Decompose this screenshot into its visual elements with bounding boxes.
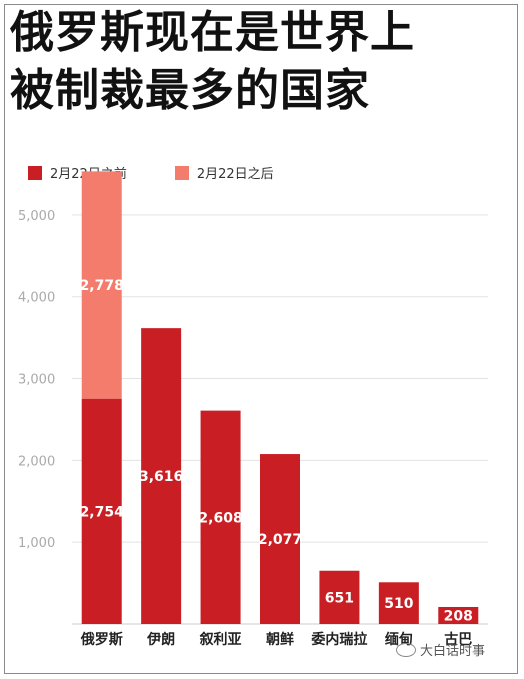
legend-swatch-before [28, 165, 42, 180]
y-tick-label: 5,000 [18, 209, 55, 224]
chart-frame [4, 4, 518, 674]
y-tick-label: 4,000 [18, 291, 55, 306]
chart-title: 俄罗斯现在是世界上 被制裁最多的国家 [10, 4, 415, 120]
bar [260, 454, 300, 624]
data-label: 510 [384, 596, 413, 612]
data-label: 2,754 [80, 504, 125, 520]
x-tick-label: 伊朗 [146, 631, 175, 648]
bar [141, 328, 182, 624]
data-label: 3,616 [139, 469, 183, 485]
bar [81, 171, 122, 399]
title-line-2: 被制裁最多的国家 [10, 65, 370, 116]
bar [81, 398, 122, 624]
bar [378, 582, 419, 624]
data-label: 2,608 [198, 510, 242, 526]
bar [438, 606, 479, 624]
data-label: 651 [325, 590, 354, 606]
x-tick-label: 俄罗斯 [80, 631, 123, 648]
watermark: 大白话时事 [396, 640, 485, 659]
x-tick-label: 叙利亚 [200, 631, 242, 648]
legend-label-after: 2月22日之后 [196, 167, 274, 182]
x-tick-label: 委内瑞拉 [310, 631, 367, 648]
data-label: 2,778 [80, 278, 124, 294]
x-tick-label: 古巴 [444, 631, 472, 648]
y-tick-label: 1,000 [18, 536, 55, 551]
watermark-text: 大白话时事 [420, 644, 486, 659]
x-tick-label: 朝鲜 [266, 631, 294, 648]
legend-swatch-after [174, 165, 189, 180]
data-label: 208 [444, 608, 473, 624]
bar [200, 410, 241, 624]
bar [319, 570, 360, 624]
wechat-icon [396, 642, 416, 657]
y-tick-label: 3,000 [18, 373, 55, 388]
legend-item-after: 2月22日之后 [174, 163, 274, 182]
title-line-1: 俄罗斯现在是世界上 [10, 7, 415, 58]
data-label: 2,077 [258, 532, 302, 548]
y-tick-label: 2,000 [18, 454, 55, 469]
